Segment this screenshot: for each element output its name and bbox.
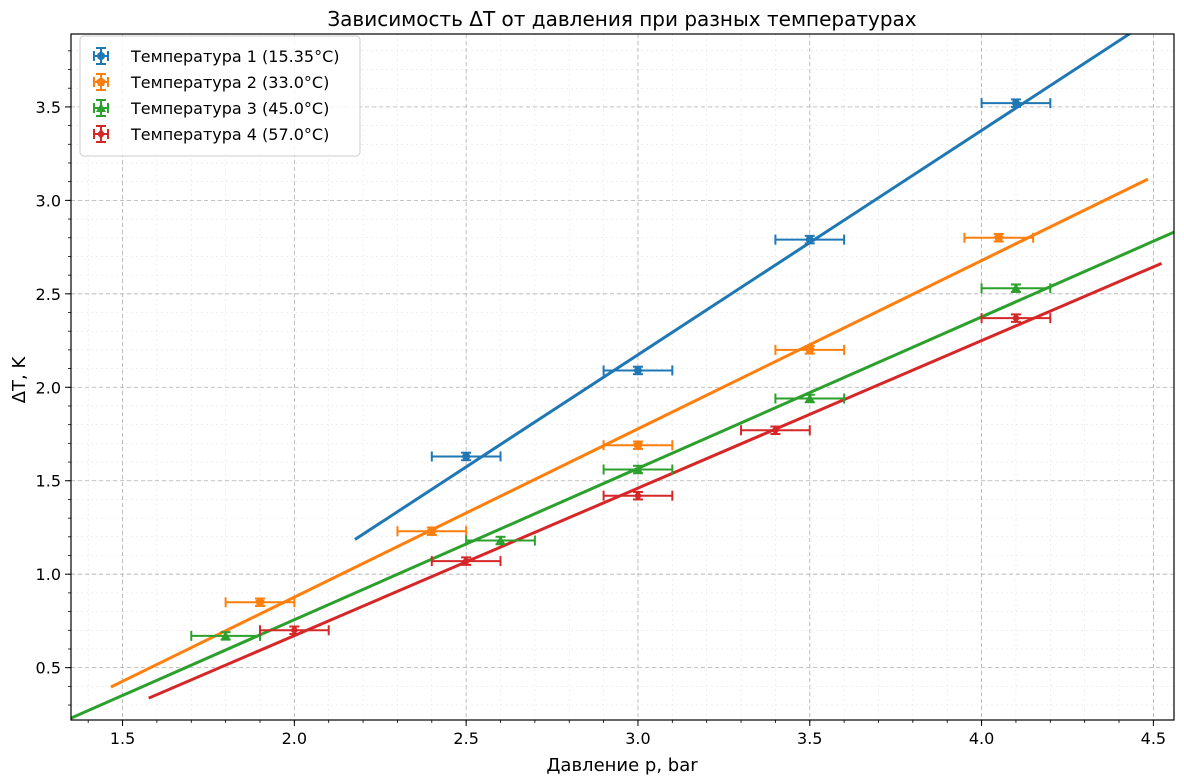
legend-label: Температура 1 (15.35°C) — [130, 47, 340, 66]
data-point — [602, 490, 674, 501]
y-tick-label: 1.0 — [36, 565, 61, 584]
data-marker — [633, 366, 642, 375]
legend-box — [79, 35, 361, 157]
legend-item: Температура 2 (33.0°C) — [93, 73, 329, 92]
y-axis: 0.5 1.0 1.5 2.0 2.5 3.0 3.5 — [36, 50, 71, 706]
fit-line — [71, 230, 1174, 720]
data-marker — [1011, 313, 1020, 324]
x-tick-label: 4.0 — [969, 729, 994, 748]
y-tick-label: 0.5 — [36, 659, 61, 678]
data-point — [396, 526, 468, 537]
y-tick-label: 3.5 — [36, 98, 61, 117]
data-point — [980, 98, 1052, 109]
data-marker — [804, 393, 815, 403]
data-marker — [427, 526, 437, 536]
legend-label: Температура 2 (33.0°C) — [130, 73, 329, 92]
data-point — [963, 232, 1035, 243]
data-marker — [290, 625, 299, 636]
data-point — [602, 464, 674, 475]
legend-marker — [97, 52, 105, 60]
data-point — [602, 440, 674, 451]
data-point — [602, 365, 674, 376]
x-tick-label: 2.5 — [453, 729, 478, 748]
y-tick-label: 3.0 — [36, 191, 61, 210]
data-point — [224, 597, 296, 608]
data-marker — [495, 535, 506, 545]
data-point — [774, 393, 846, 404]
data-point — [430, 451, 502, 462]
x-tick-label: 3.0 — [625, 729, 650, 748]
fit-line — [110, 177, 1149, 689]
fit-line — [148, 261, 1163, 700]
minor-grid — [71, 34, 1174, 720]
data-marker — [633, 490, 642, 501]
legend-item: Температура 4 (57.0°C) — [93, 125, 329, 144]
data-marker — [1010, 283, 1021, 293]
data-marker — [633, 440, 643, 450]
x-tick-label: 2.0 — [282, 729, 307, 748]
x-tick-label: 3.5 — [797, 729, 822, 748]
data-point — [258, 625, 330, 636]
data-point — [774, 344, 846, 355]
data-point — [740, 425, 811, 436]
data-marker — [220, 630, 231, 640]
data-points — [190, 98, 1052, 641]
legend-item: Температура 1 (15.35°C) — [93, 47, 340, 66]
legend-label: Температура 4 (57.0°C) — [130, 125, 329, 144]
y-tick-label: 2.5 — [36, 285, 61, 304]
data-point — [430, 556, 502, 567]
x-tick-label: 4.5 — [1141, 729, 1166, 748]
chart-title: Зависимость ΔT от давления при разных те… — [327, 7, 916, 31]
data-marker — [462, 556, 471, 567]
data-point — [190, 630, 261, 641]
x-axis-title: Давление p, bar — [546, 755, 698, 776]
y-axis-title: ΔT, K — [9, 356, 30, 404]
legend-marker — [96, 77, 106, 87]
legend: Температура 1 (15.35°C) Температура 2 (33… — [79, 35, 361, 157]
data-marker — [805, 235, 814, 244]
legend-item: Температура 3 (45.0°C) — [93, 99, 329, 118]
data-point — [980, 313, 1052, 324]
legend-label: Температура 3 (45.0°C) — [130, 99, 329, 118]
x-axis: 1.5 2.0 2.5 3.0 3.5 4.0 4.5 — [87, 720, 1166, 748]
data-point — [465, 535, 536, 546]
plot-frame — [70, 33, 1175, 721]
data-marker — [805, 344, 815, 354]
x-tick-label: 1.5 — [110, 729, 135, 748]
data-marker — [994, 232, 1004, 242]
data-point — [774, 234, 846, 245]
legend-marker — [97, 129, 105, 139]
data-marker — [1011, 99, 1020, 108]
y-tick-label: 1.5 — [36, 472, 61, 491]
legend-marker — [96, 103, 106, 112]
fit-line — [354, 34, 1132, 541]
data-marker — [632, 464, 643, 474]
data-marker — [771, 425, 780, 436]
data-marker — [255, 597, 265, 607]
y-tick-label: 2.0 — [36, 378, 61, 397]
data-marker — [462, 452, 471, 461]
data-point — [980, 283, 1052, 294]
